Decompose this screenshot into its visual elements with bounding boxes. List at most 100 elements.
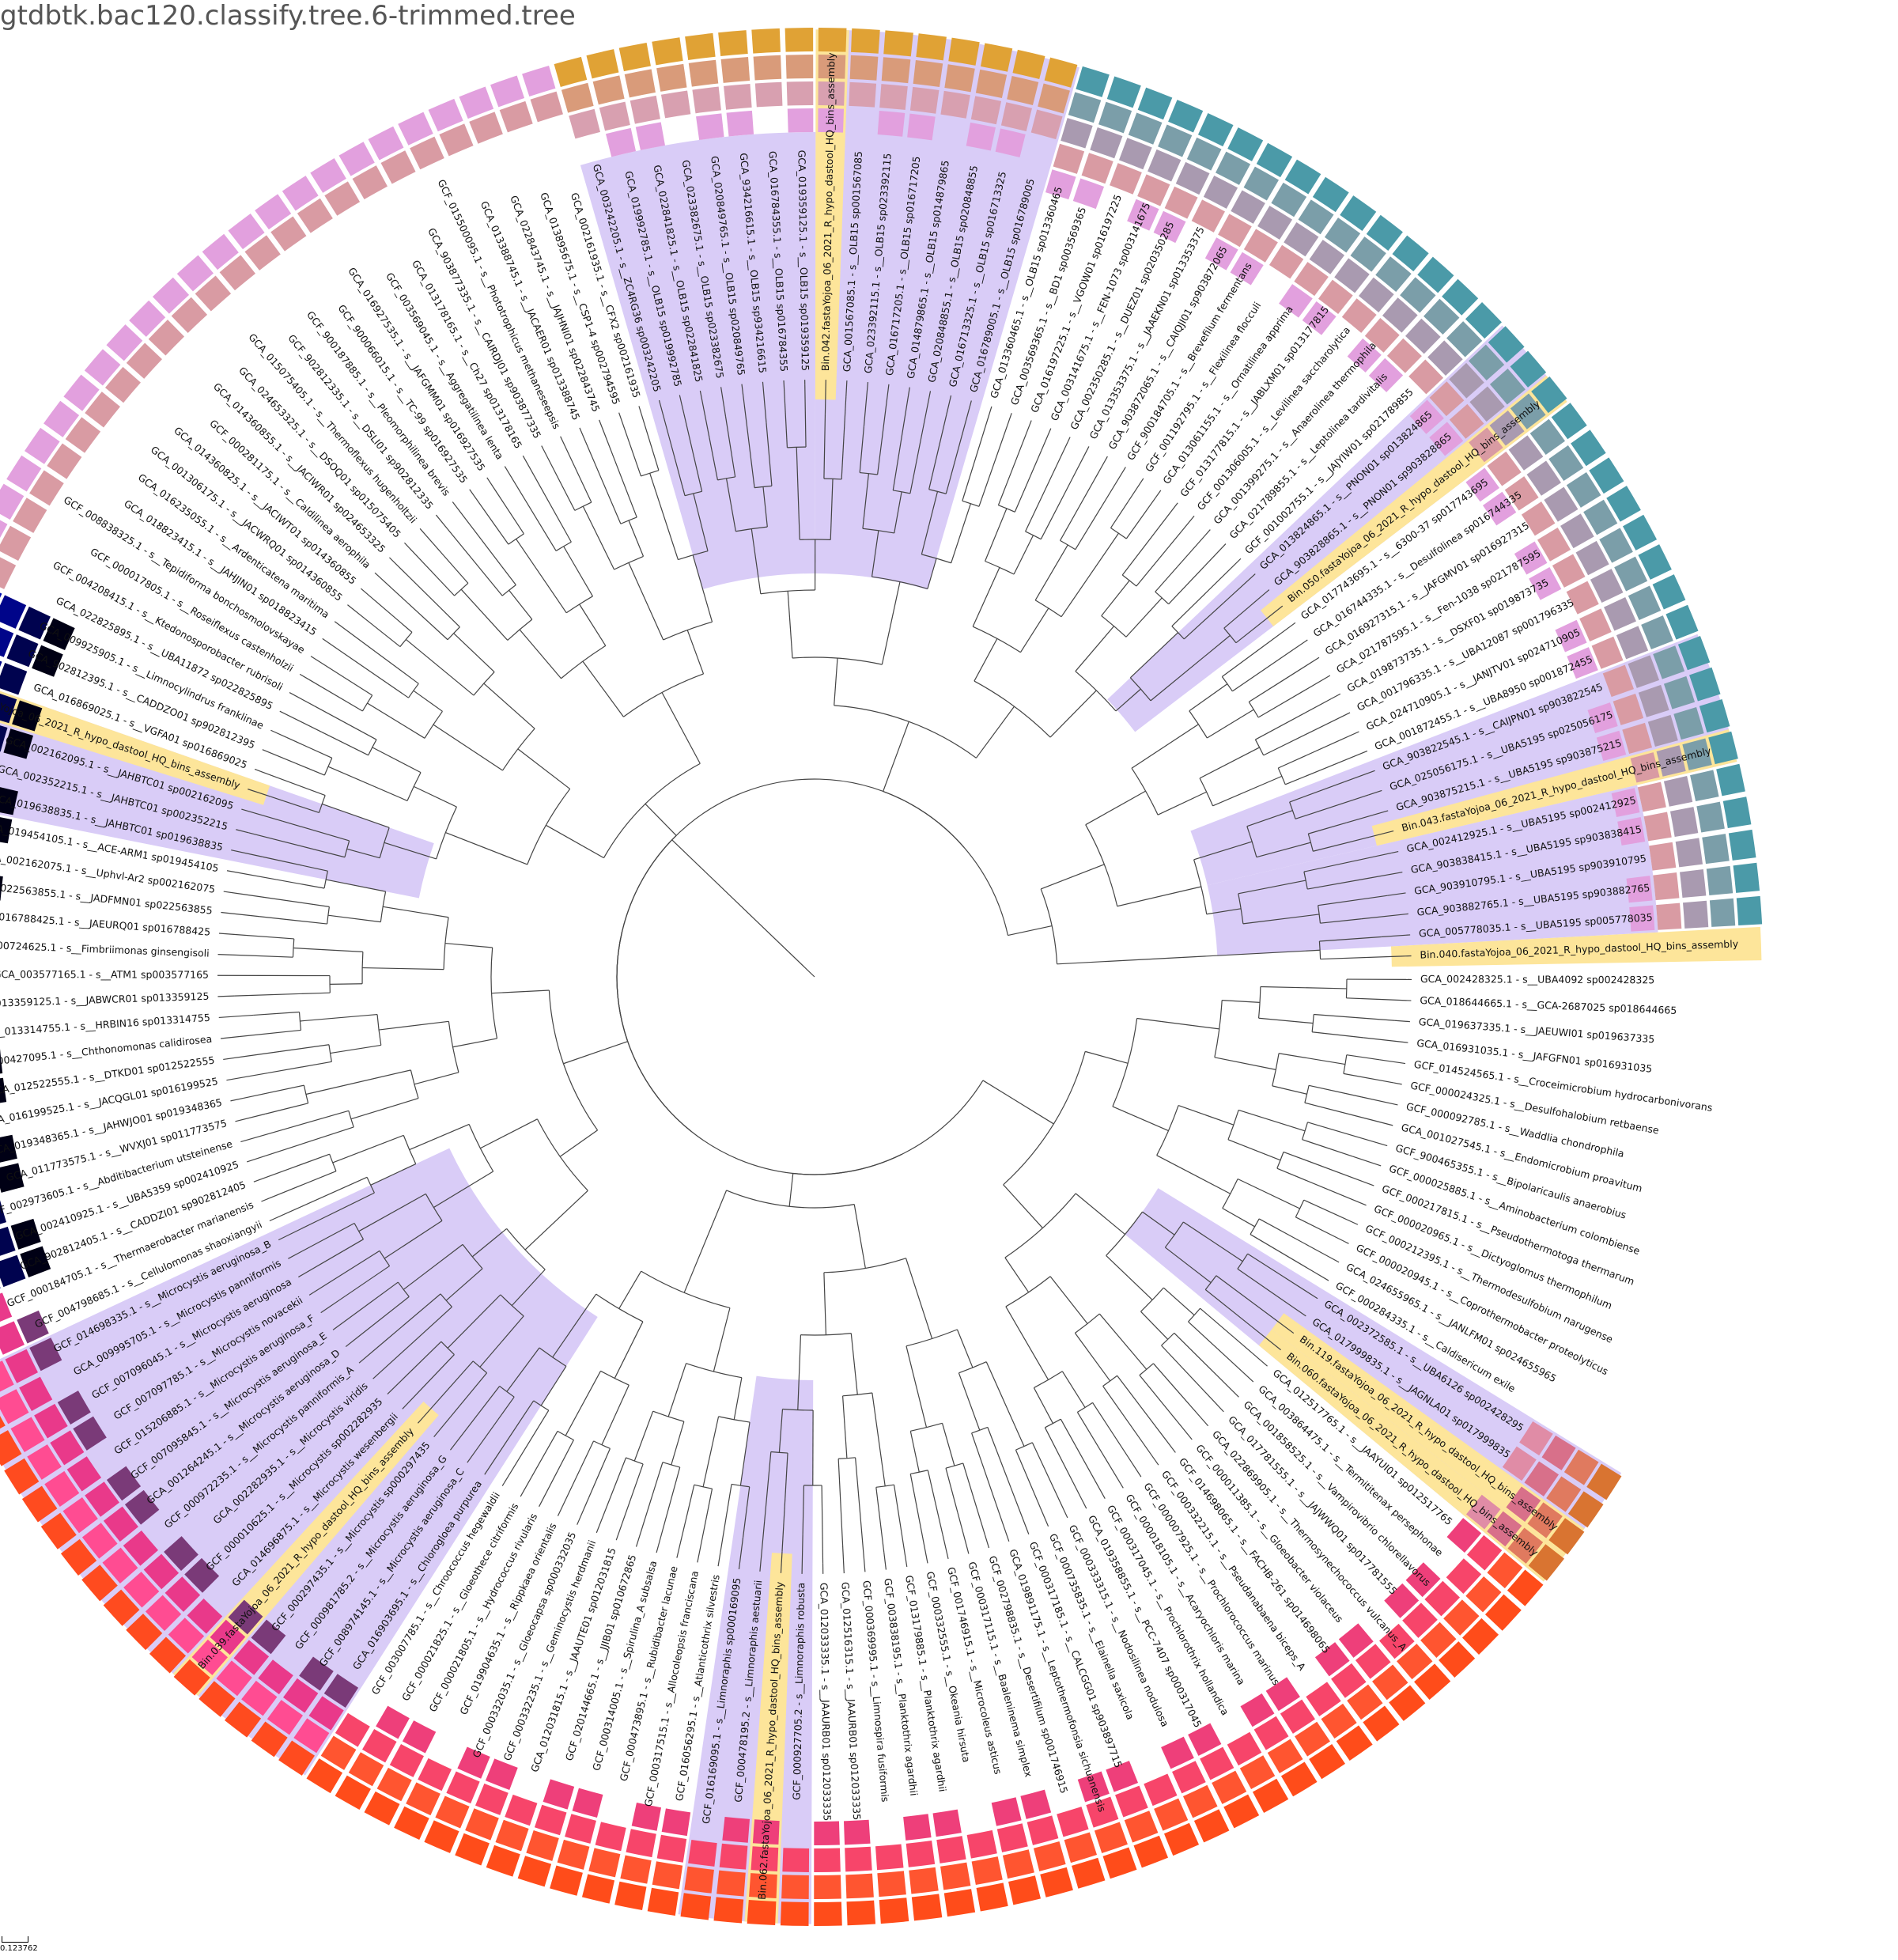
heatmap-cell [50, 1430, 85, 1466]
heatmap-cell [724, 83, 752, 110]
heatmap-cell [1599, 528, 1633, 563]
heatmap-cell [18, 606, 51, 640]
internal-branch [400, 1341, 442, 1382]
internal-branch [781, 1453, 788, 1552]
heatmap-cell [1379, 1623, 1415, 1659]
leaf-branch [1155, 490, 1162, 499]
leaf-branch [226, 870, 277, 880]
heatmap-cell [1502, 1446, 1537, 1481]
heatmap-cell [21, 1485, 58, 1523]
heatmap-cell [1656, 902, 1682, 930]
internal-branch [739, 1421, 751, 1486]
heatmap-cell [267, 1700, 304, 1735]
internal-branch [1237, 1268, 1284, 1302]
heatmap-cell [1617, 817, 1646, 846]
heatmap-cell [1521, 501, 1556, 536]
internal-branch [1307, 878, 1367, 890]
heatmap-cell [251, 1619, 286, 1655]
internal-branch [225, 1029, 301, 1039]
heatmap-cell [1144, 1773, 1178, 1807]
internal-branch [1272, 1085, 1307, 1095]
internal-branch [327, 1239, 364, 1261]
heatmap-cell [1641, 615, 1673, 650]
internal-branch [406, 574, 460, 628]
heatmap-cell [1172, 1761, 1206, 1794]
heatmap-cell [29, 470, 64, 506]
internal-branch [1140, 1311, 1169, 1340]
heatmap-cell [1002, 1849, 1034, 1879]
leaf-branch [235, 1113, 266, 1122]
heatmap-cell [103, 1589, 140, 1626]
heatmap-cell [911, 1894, 943, 1921]
internal-branch [671, 1421, 685, 1466]
leaf-branch [298, 1259, 328, 1278]
internal-branch [445, 831, 527, 865]
heatmap-cell [6, 455, 42, 492]
heatmap-cell [282, 176, 319, 211]
heatmap-cell [1541, 1435, 1576, 1470]
leaf-branch [1181, 515, 1195, 532]
heatmap-cell [25, 427, 60, 464]
clade-highlight [580, 132, 816, 589]
internal-branch [641, 413, 660, 471]
internal-branch [1216, 1275, 1287, 1329]
internal-branch [327, 766, 408, 801]
leaf-branch [1340, 1131, 1388, 1147]
heatmap-cell [394, 1806, 429, 1840]
heatmap-cell [1168, 100, 1204, 133]
internal-branch [1263, 729, 1315, 756]
internal-branch [1254, 739, 1265, 756]
leaf-branch [220, 1037, 227, 1039]
heatmap-cell [814, 1875, 841, 1899]
internal-branch [477, 1386, 501, 1416]
heatmap-cell [1098, 101, 1132, 134]
leaf-branch [1098, 456, 1108, 471]
heatmap-cell [565, 1814, 596, 1844]
internal-branch [962, 500, 980, 507]
heatmap-cell [1706, 865, 1734, 895]
internal-branch [433, 724, 503, 771]
leaf-branch [1250, 1326, 1281, 1351]
leaf-branch [656, 1546, 660, 1553]
heatmap-cell [32, 645, 63, 677]
heatmap-cell [1045, 169, 1076, 200]
internal-branch [883, 790, 1009, 936]
leaf-branch [1279, 656, 1320, 683]
heatmap-cell [1239, 1755, 1276, 1790]
internal-branch [751, 528, 762, 594]
internal-branch [1222, 1208, 1255, 1228]
internal-branch [1204, 1288, 1252, 1327]
heatmap-cell [718, 30, 748, 57]
heatmap-cell [0, 557, 17, 589]
internal-branch [871, 576, 928, 589]
internal-branch [956, 1329, 974, 1368]
heatmap-cell [814, 1901, 842, 1926]
heatmap-cell [352, 165, 388, 200]
heatmap-cell [0, 1134, 17, 1163]
internal-branch [1256, 842, 1311, 858]
leaf-branch [288, 1251, 303, 1259]
heatmap-cell [1465, 302, 1502, 339]
internal-branch [1193, 841, 1253, 861]
heatmap-cell [656, 1834, 687, 1863]
heatmap-cell [1586, 1463, 1622, 1500]
internal-branch [705, 1489, 713, 1520]
heatmap-cell [1200, 1746, 1234, 1780]
internal-branch [1102, 1375, 1118, 1387]
heatmap-cell [1487, 451, 1522, 486]
heatmap-cell [84, 349, 121, 386]
heatmap-cell [475, 1783, 509, 1815]
heatmap-cell [1265, 1677, 1300, 1712]
internal-branch [1303, 1199, 1337, 1216]
heatmap-cell [143, 1553, 180, 1590]
internal-branch [1060, 539, 1076, 551]
internal-branch [1085, 1050, 1129, 1064]
leaf-branch [449, 1414, 478, 1451]
internal-branch [282, 820, 350, 842]
heatmap-cell [936, 1836, 966, 1864]
heatmap-cell [1400, 277, 1436, 313]
heatmap-cell [1722, 796, 1752, 829]
heatmap-cell [103, 1506, 138, 1542]
heatmap-cell [1000, 102, 1032, 132]
leaf-branch [289, 692, 316, 707]
